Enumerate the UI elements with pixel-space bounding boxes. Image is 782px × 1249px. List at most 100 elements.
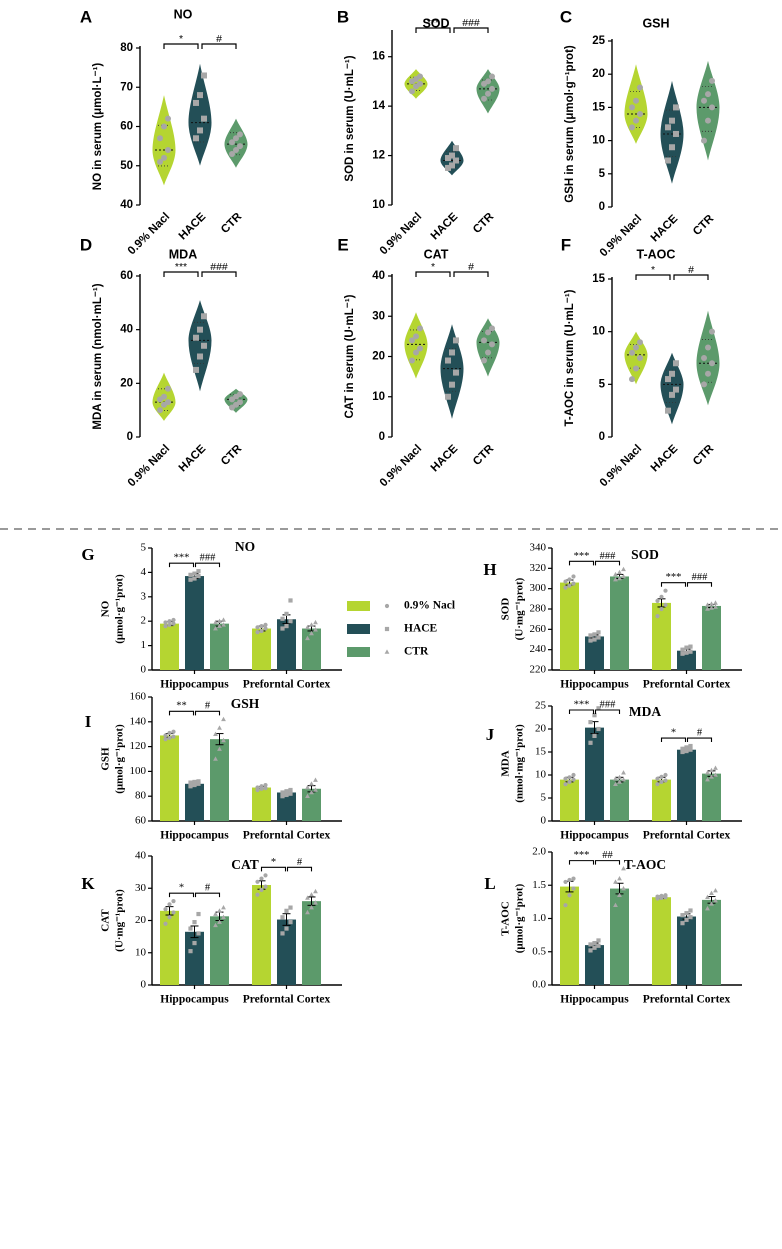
legend-swatch — [347, 624, 370, 634]
y-tick-label: 4 — [141, 566, 147, 578]
data-point — [280, 794, 285, 799]
data-point — [259, 628, 264, 634]
data-point — [280, 626, 285, 631]
data-point — [221, 716, 226, 722]
data-point — [596, 635, 601, 640]
legend: 0.9% Nacl HACE CTR — [347, 600, 455, 658]
data-point — [445, 155, 451, 162]
data-point — [713, 887, 718, 893]
data-point — [417, 73, 423, 80]
data-point — [280, 616, 285, 621]
bar-hace — [277, 619, 296, 670]
bar-ctr — [610, 888, 629, 985]
significance-bracket — [453, 271, 489, 277]
data-point — [445, 393, 451, 400]
data-point — [592, 945, 597, 950]
y-tick-label: 1.5 — [532, 879, 546, 891]
panel-letter: E — [337, 235, 348, 254]
x-tick-label: CTR — [471, 442, 497, 468]
x-tick-label: Preforntal Cortex — [243, 830, 331, 842]
x-tick-label: HACE — [649, 213, 681, 245]
data-point — [288, 905, 293, 910]
data-point — [673, 104, 679, 111]
data-point — [705, 91, 711, 98]
significance-label: ** — [176, 701, 187, 712]
data-point — [192, 920, 197, 925]
y-tick-label: 2.0 — [532, 846, 546, 858]
significance-label: * — [431, 261, 435, 273]
data-point — [567, 577, 572, 582]
violin-panel-e: E CAT 0 10 20 30 40 CAT in serum (U·mL⁻¹) 0.9% N… — [337, 235, 500, 489]
data-point — [617, 779, 622, 784]
y-tick-label: 1 — [141, 639, 147, 651]
data-point — [309, 789, 314, 795]
data-point — [684, 645, 689, 650]
data-point — [305, 624, 310, 630]
significance-bracket — [594, 560, 621, 566]
y-tick-label: 0.0 — [532, 979, 546, 991]
data-point — [596, 938, 601, 943]
x-tick-label: 0.9% Nacl — [378, 443, 424, 489]
data-point — [305, 895, 310, 900]
violin-nacl — [152, 95, 176, 186]
x-tick-label: 0.9% Nacl — [598, 443, 644, 489]
data-point — [237, 143, 243, 150]
y-tick-label: 16 — [372, 51, 385, 63]
data-point — [449, 381, 455, 388]
y-tick-label: 5 — [599, 378, 606, 390]
data-point — [259, 784, 264, 789]
data-point — [221, 737, 226, 743]
data-point — [684, 650, 689, 655]
y-tick-label: 10 — [135, 946, 147, 958]
data-point — [217, 623, 222, 628]
data-point — [409, 357, 415, 364]
significance-label: ### — [200, 553, 217, 564]
data-point — [201, 115, 207, 122]
y-tick-label: 0.5 — [532, 945, 546, 957]
significance-bracket — [201, 43, 237, 49]
data-point — [288, 791, 293, 796]
panel-title: CAT — [424, 247, 449, 261]
data-point — [192, 782, 197, 788]
violin-nacl — [624, 64, 648, 144]
data-point — [171, 621, 176, 626]
legend-swatch — [347, 601, 370, 611]
y-tick-label: 0 — [127, 431, 133, 443]
y-tick-label: 0 — [141, 979, 147, 991]
data-point — [617, 575, 622, 581]
significance-bracket — [260, 866, 287, 872]
data-point — [255, 892, 260, 897]
data-point — [592, 733, 597, 738]
data-point — [417, 325, 423, 332]
data-point — [629, 124, 635, 131]
data-point — [688, 743, 693, 749]
y-tick-label: 10 — [372, 199, 385, 211]
data-point — [709, 774, 714, 779]
data-point — [453, 157, 459, 164]
data-point — [571, 876, 576, 881]
significance-label: # — [688, 264, 694, 276]
data-point — [588, 948, 593, 953]
panel-title: GSH — [642, 16, 669, 30]
violin-ctr — [224, 118, 248, 168]
data-point — [655, 776, 660, 781]
data-point — [680, 913, 685, 918]
data-point — [588, 720, 593, 725]
data-point — [680, 746, 685, 751]
x-tick-label: Hippocampus — [560, 994, 629, 1006]
bar-hace — [277, 919, 296, 985]
data-point — [167, 735, 172, 741]
data-point — [596, 630, 601, 635]
violin-hace — [188, 300, 212, 392]
data-point — [284, 908, 289, 913]
data-point — [280, 790, 285, 795]
y-tick-label: 20 — [372, 351, 385, 363]
bar-nacl — [252, 628, 271, 670]
y-tick-label: 5 — [541, 792, 547, 804]
data-point — [196, 781, 201, 786]
data-point — [305, 793, 310, 798]
data-point — [193, 135, 199, 142]
data-point — [655, 614, 660, 619]
data-point — [613, 776, 618, 781]
data-point — [571, 574, 576, 579]
